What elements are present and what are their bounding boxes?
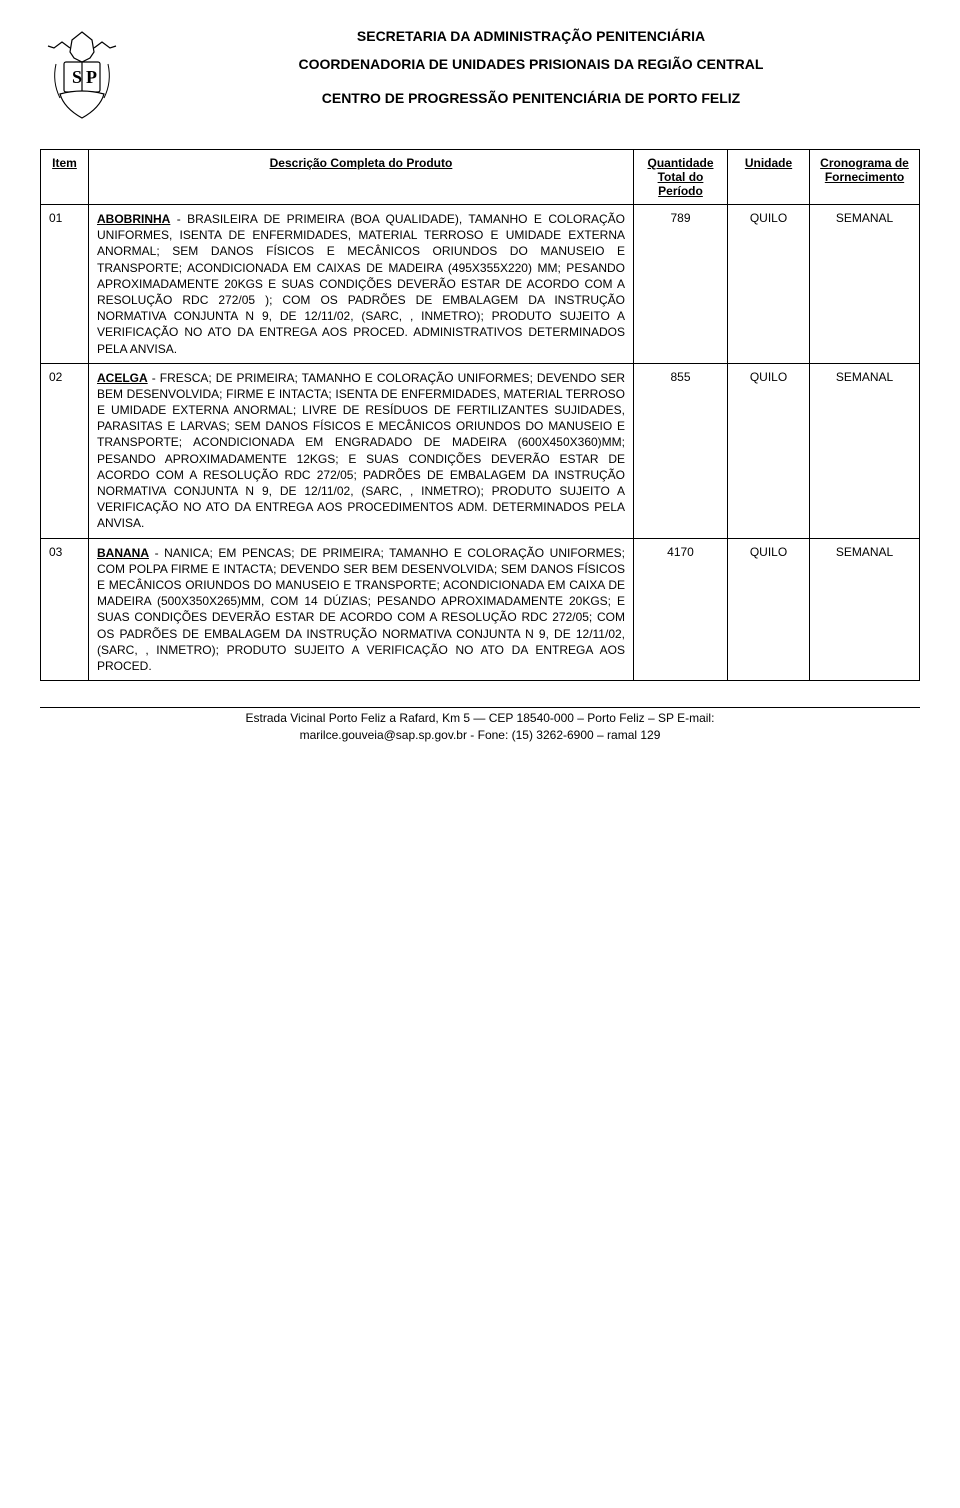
cell-description: ABOBRINHA - BRASILEIRA DE PRIMEIRA (BOA … — [89, 205, 634, 364]
cell-item: 01 — [41, 205, 89, 364]
col-header-item: Item — [41, 150, 89, 205]
cell-schedule: SEMANAL — [810, 363, 920, 538]
header-coordenadoria: COORDENADORIA DE UNIDADES PRISIONAIS DA … — [142, 56, 920, 72]
cell-item: 03 — [41, 538, 89, 681]
table-row: 01ABOBRINHA - BRASILEIRA DE PRIMEIRA (BO… — [41, 205, 920, 364]
svg-text:P: P — [86, 67, 97, 87]
header-secretaria: SECRETARIA DA ADMINISTRAÇÃO PENITENCIÁRI… — [142, 28, 920, 44]
cell-schedule: SEMANAL — [810, 538, 920, 681]
cell-quantity: 855 — [634, 363, 728, 538]
header-centro: CENTRO DE PROGRESSÃO PENITENCIÁRIA DE PO… — [142, 90, 920, 106]
svg-text:S: S — [72, 67, 82, 87]
header-text-block: SECRETARIA DA ADMINISTRAÇÃO PENITENCIÁRI… — [142, 20, 920, 129]
cell-item: 02 — [41, 363, 89, 538]
cell-unit: QUILO — [728, 363, 810, 538]
footer-line2: marilce.gouveia@sap.sp.gov.br - Fone: (1… — [300, 728, 661, 742]
products-table: Item Descrição Completa do Produto Quant… — [40, 149, 920, 681]
footer-divider — [40, 707, 920, 708]
footer-line1: Estrada Vicinal Porto Feliz a Rafard, Km… — [246, 711, 715, 725]
cell-quantity: 789 — [634, 205, 728, 364]
document-header: S P SECRETARIA DA ADMINISTRAÇÃO PENITENC… — [40, 20, 920, 129]
col-header-qty: Quantidade Total do Período — [634, 150, 728, 205]
cell-description: ACELGA - FRESCA; DE PRIMEIRA; TAMANHO E … — [89, 363, 634, 538]
table-row: 03BANANA - NANICA; EM PENCAS; DE PRIMEIR… — [41, 538, 920, 681]
product-name: ABOBRINHA — [97, 212, 170, 226]
col-header-cron: Cronograma de Fornecimento — [810, 150, 920, 205]
col-header-unit: Unidade — [728, 150, 810, 205]
col-header-desc: Descrição Completa do Produto — [89, 150, 634, 205]
table-row: 02ACELGA - FRESCA; DE PRIMEIRA; TAMANHO … — [41, 363, 920, 538]
product-name: BANANA — [97, 546, 149, 560]
cell-description: BANANA - NANICA; EM PENCAS; DE PRIMEIRA;… — [89, 538, 634, 681]
cell-quantity: 4170 — [634, 538, 728, 681]
state-emblem-logo: S P — [40, 28, 124, 129]
product-name: ACELGA — [97, 371, 148, 385]
footer-address: Estrada Vicinal Porto Feliz a Rafard, Km… — [40, 710, 920, 744]
cell-unit: QUILO — [728, 205, 810, 364]
cell-unit: QUILO — [728, 538, 810, 681]
cell-schedule: SEMANAL — [810, 205, 920, 364]
table-header-row: Item Descrição Completa do Produto Quant… — [41, 150, 920, 205]
